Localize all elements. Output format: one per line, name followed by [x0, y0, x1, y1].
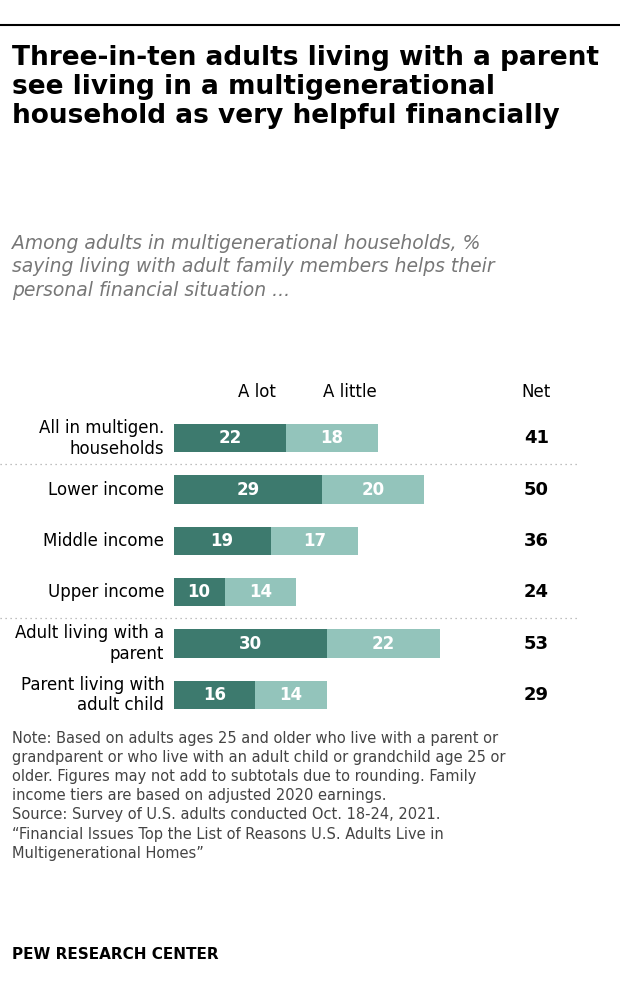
- Bar: [174, 681, 255, 709]
- Text: 18: 18: [321, 429, 343, 447]
- Text: 14: 14: [280, 686, 303, 704]
- Text: 50: 50: [524, 480, 549, 499]
- Text: Note: Based on adults ages 25 and older who live with a parent or
grandparent or: Note: Based on adults ages 25 and older …: [12, 731, 506, 861]
- Text: 22: 22: [372, 634, 395, 653]
- Text: 17: 17: [303, 532, 326, 550]
- Text: 36: 36: [524, 532, 549, 550]
- Bar: [327, 629, 440, 658]
- Text: Three-in-ten adults living with a parent
see living in a multigenerational
house: Three-in-ten adults living with a parent…: [12, 45, 600, 129]
- Text: 41: 41: [524, 429, 549, 447]
- Bar: [174, 579, 225, 606]
- Text: 10: 10: [188, 583, 211, 601]
- Bar: [174, 424, 286, 452]
- Text: 19: 19: [211, 532, 234, 550]
- Text: Among adults in multigenerational households, %
saying living with adult family : Among adults in multigenerational househ…: [12, 234, 495, 299]
- Bar: [174, 475, 322, 504]
- Text: All in multigen.
households: All in multigen. households: [39, 418, 164, 457]
- Text: 29: 29: [524, 686, 549, 704]
- Text: A lot: A lot: [238, 383, 277, 401]
- Text: Upper income: Upper income: [48, 583, 164, 601]
- Text: 53: 53: [524, 634, 549, 653]
- Text: 14: 14: [249, 583, 272, 601]
- Text: 20: 20: [361, 480, 384, 499]
- Text: 16: 16: [203, 686, 226, 704]
- Text: 24: 24: [524, 583, 549, 601]
- Text: Parent living with
adult child: Parent living with adult child: [20, 676, 164, 715]
- Bar: [286, 424, 378, 452]
- Text: 22: 22: [218, 429, 242, 447]
- Bar: [271, 527, 358, 555]
- Text: 29: 29: [236, 480, 259, 499]
- Bar: [174, 527, 271, 555]
- Text: Lower income: Lower income: [48, 480, 164, 499]
- Text: 30: 30: [239, 634, 262, 653]
- Text: Net: Net: [521, 383, 551, 401]
- Bar: [255, 681, 327, 709]
- Text: PEW RESEARCH CENTER: PEW RESEARCH CENTER: [12, 947, 219, 962]
- Text: Adult living with a
parent: Adult living with a parent: [15, 624, 164, 663]
- Bar: [174, 629, 327, 658]
- Text: Middle income: Middle income: [43, 532, 164, 550]
- Bar: [322, 475, 424, 504]
- Text: A little: A little: [324, 383, 377, 401]
- Bar: [225, 579, 296, 606]
